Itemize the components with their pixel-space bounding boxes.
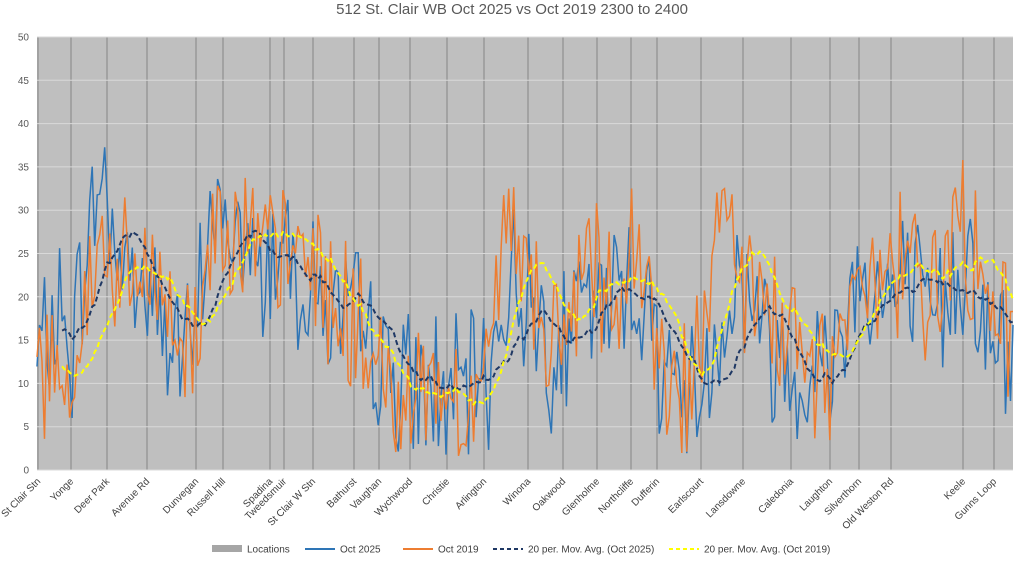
series-oct-2019 — [36, 159, 1014, 456]
x-category-label: Yonge — [49, 476, 77, 504]
x-category-label: Winona — [501, 476, 533, 508]
x-category-label: Christie — [420, 476, 452, 508]
y-tick-label: 40 — [18, 119, 30, 130]
series-mov-avg-2019 — [61, 230, 1014, 407]
y-tick-label: 5 — [23, 422, 29, 433]
x-category-label: St Clair Stn — [0, 476, 43, 520]
y-tick-label: 25 — [18, 249, 30, 260]
x-category-label: Glenholme — [560, 476, 602, 518]
legend-label: Locations — [247, 545, 290, 556]
y-tick-label: 0 — [23, 466, 29, 477]
legend-label: Oct 2025 — [340, 545, 381, 556]
x-category-label: Avenue Rd — [109, 476, 152, 519]
chart-title: 512 St. Clair WB Oct 2025 vs Oct 2019 23… — [336, 1, 688, 18]
y-tick-label: 10 — [18, 379, 30, 390]
x-category-label: Northcliffe — [597, 476, 637, 516]
x-category-label: Lansdowne — [704, 476, 748, 520]
x-category-label: Dufferin — [630, 476, 662, 508]
legend: Locations Oct 2025 Oct 2019 20 per. Mov. Av… — [212, 545, 830, 556]
y-tick-label: 45 — [18, 76, 30, 87]
x-category-label: Keele — [942, 476, 968, 502]
x-category-label: Earlscourt — [667, 476, 707, 516]
legend-label: 20 per. Mov. Avg. (Oct 2019) — [704, 545, 830, 556]
y-tick-label: 35 — [18, 162, 30, 173]
y-tick-label: 20 — [18, 292, 30, 303]
series-lines — [36, 147, 1014, 456]
legend-label: Oct 2019 — [438, 545, 479, 556]
series-oct-2025 — [36, 147, 1014, 455]
x-category-label: Caledonia — [756, 476, 796, 516]
legend-label: 20 per. Mov. Avg. (Oct 2025) — [528, 545, 654, 556]
x-category-label: Arlington — [453, 476, 489, 512]
y-tick-label: 50 — [18, 33, 30, 44]
x-category-label: Deer Park — [73, 476, 113, 516]
legend-swatch — [212, 545, 242, 552]
y-axis-ticks: 0 5 10 15 20 25 30 35 40 45 50 — [18, 33, 30, 477]
y-tick-label: 30 — [18, 206, 30, 217]
y-tick-label: 15 — [18, 336, 30, 347]
